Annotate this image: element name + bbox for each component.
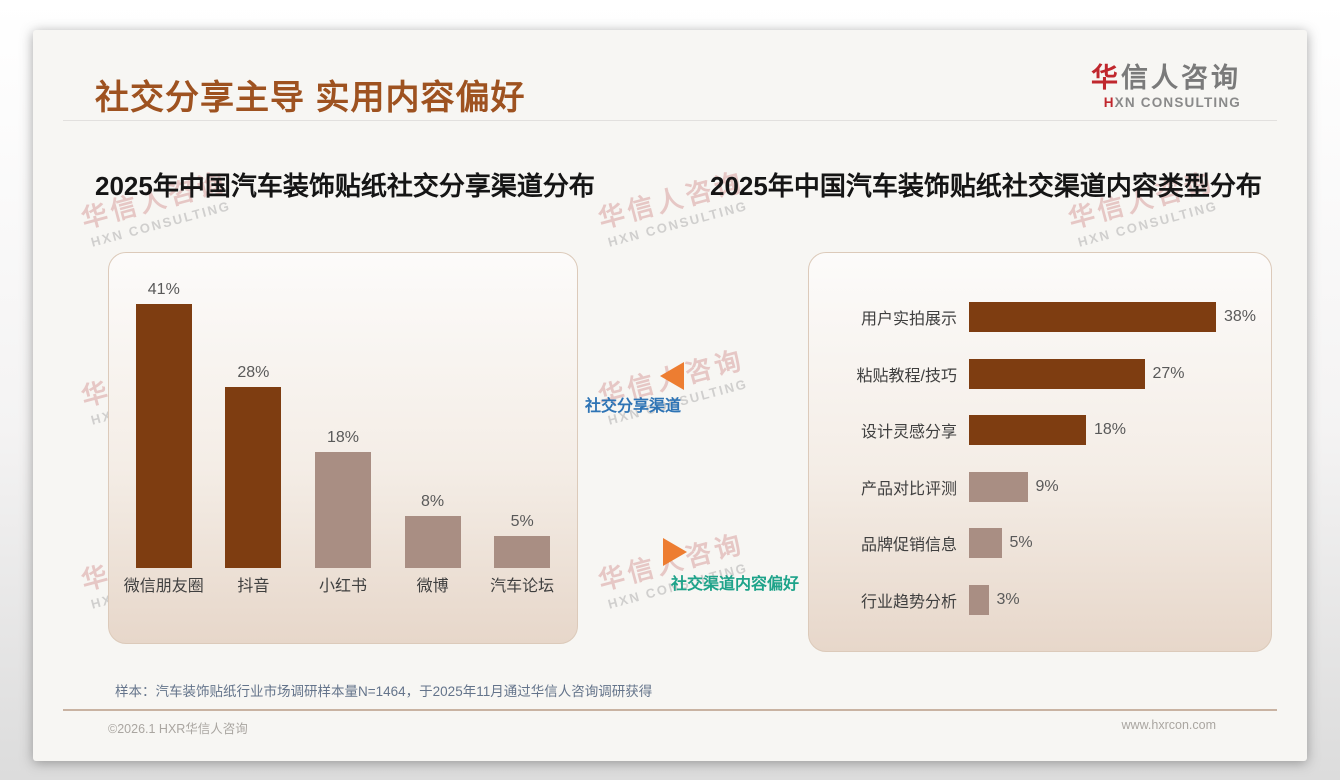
bar-value-label: 38% [1224,308,1257,326]
header-divider [63,120,1277,121]
category-label: 用户实拍展示 [860,311,957,329]
bar-row-5: 品牌促销信息 5% [819,515,1265,572]
brand-logo: 华信人咨询 HXN CONSULTING [1091,56,1241,110]
right-chart-title: 2025年中国汽车装饰贴纸社交渠道内容类型分布 [710,171,1262,201]
bar-value-label: 18% [1094,421,1127,439]
bar-value-label: 9% [1035,477,1059,495]
bar-value-label: 5% [1009,534,1033,552]
bar-row-3: 设计灵感分享 18% [819,402,1265,459]
bar-column-1: 41% 微信朋友圈 [119,253,209,600]
bar-value-label: 8% [421,493,445,511]
category-label: 微信朋友圈 [123,578,204,595]
watermark-line2: HXN CONSULTING [606,197,750,250]
copyright-text: ©2026.1 HXR华信人咨询 [108,722,248,736]
page-title: 社交分享主导 实用内容偏好 [95,79,526,117]
bar-row-1: 用户实拍展示 38% [819,289,1265,346]
bar-value-label: 18% [326,428,359,446]
bar-2 [969,358,1145,389]
share-channel-card: 41% 微信朋友圈 28% 抖音 18% 小红书 8% 微博 5% 汽车论坛 [108,252,578,644]
bar-2 [225,387,282,568]
bar-column-3: 18% 小红书 [298,253,388,600]
bar-4 [969,471,1028,502]
footer: ©2026.1 HXR华信人咨询 www.hxrcon.com [108,718,1216,737]
bar-row-6: 行业趋势分析 3% [819,572,1265,629]
left-pointer-label: 社交分享渠道 [585,398,682,415]
category-label: 微博 [416,578,449,595]
website-text: www.hxrcon.com [1121,718,1216,732]
bar-3 [969,415,1086,446]
bar-5 [969,528,1002,559]
right-arrow-icon [663,538,687,566]
bar-value-label: 3% [996,590,1020,608]
bar-1 [969,302,1216,333]
left-arrow-icon [660,362,684,390]
slide: 华信人咨询 HXN CONSULTING 华信人咨询 HXN CONSULTING 华信… [33,30,1307,761]
category-label: 设计灵感分享 [860,424,957,442]
category-label: 抖音 [237,578,270,595]
bar-5 [494,535,551,568]
category-label: 汽车论坛 [490,578,555,595]
category-label: 产品对比评测 [860,480,957,498]
sample-note: 样本：汽车装饰贴纸行业市场调研样本量N=1464，于2025年11月通过华信人咨… [115,684,653,699]
content-type-card: 用户实拍展示 38% 粘贴教程/技巧 27% 设计灵感分享 18% 产品对比评测 9% 品牌促销… [808,252,1272,652]
bar-row-4: 产品对比评测 9% [819,459,1265,516]
right-pointer-label: 社交渠道内容偏好 [671,576,800,593]
footer-divider [63,709,1277,711]
bar-value-label: 28% [237,364,270,382]
bar-column-4: 8% 微博 [388,253,478,600]
bar-value-label: 5% [510,512,534,530]
bar-value-label: 41% [147,280,180,298]
bar-column-2: 28% 抖音 [209,253,299,600]
bar-6 [969,584,989,615]
category-label: 小红书 [318,578,367,595]
bar-column-5: 5% 汽车论坛 [477,253,567,600]
category-label: 行业趋势分析 [860,593,957,611]
bar-value-label: 27% [1152,364,1185,382]
category-label: 品牌促销信息 [860,537,957,555]
bar-1 [135,303,192,568]
brand-logo-chinese: 华信人咨询 [1091,63,1241,93]
watermark-line2: HXN CONSULTING [89,197,233,250]
bar-row-2: 粘贴教程/技巧 27% [819,346,1265,403]
watermark-line2: HXN CONSULTING [1076,197,1220,250]
content-type-chart: 用户实拍展示 38% 粘贴教程/技巧 27% 设计灵感分享 18% 产品对比评测 9% 品牌促销… [819,289,1265,628]
left-chart-title: 2025年中国汽车装饰贴纸社交分享渠道分布 [95,171,595,201]
brand-logo-english: HXN CONSULTING [1103,95,1241,110]
category-label: 粘贴教程/技巧 [856,367,957,385]
bar-3 [314,451,371,568]
share-channel-chart: 41% 微信朋友圈 28% 抖音 18% 小红书 8% 微博 5% 汽车论坛 [119,253,567,600]
bar-4 [404,516,461,568]
